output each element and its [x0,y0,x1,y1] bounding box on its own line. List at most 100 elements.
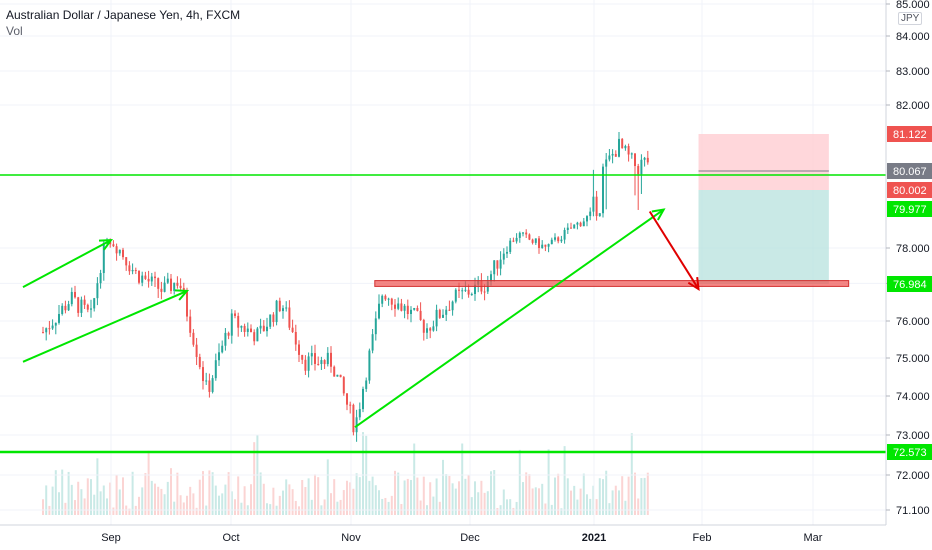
candle-body [298,344,300,355]
candle-body [141,275,144,283]
candle-body [605,159,608,167]
drawings[interactable] [0,174,886,454]
time-axis[interactable]: Sep Oct Nov Dec 2021 Feb Mar [0,524,886,544]
candle-body [573,224,576,229]
volume-bar [170,468,172,515]
resistance-price-tag-bg [887,201,932,217]
candle-body [42,332,44,334]
candle-body [208,380,211,392]
candle-body [144,275,147,279]
volume-bar [179,495,182,515]
candle-body [426,328,428,333]
take-profit-zone[interactable] [698,190,829,284]
candle-body [582,221,585,227]
volume-bar [317,477,320,515]
support-price-tag-bg [887,444,932,460]
candle-body [640,159,643,175]
trendline-arrow-1-head [98,239,114,251]
volume-bar [614,485,617,515]
volume-bar [198,479,201,515]
candle-body [557,237,560,242]
candle-body [403,305,406,311]
candle-body [544,244,547,247]
currency-badge[interactable]: JPY [898,12,923,25]
resistance-price-tag: 79.977 [893,204,927,216]
candle-body [154,276,156,279]
candle-body [499,259,502,269]
volume-bar [307,478,310,515]
candle-body [86,304,89,310]
target-price-tag-bg [887,276,932,292]
volume-bar [477,492,480,515]
candle-body [269,314,272,327]
candle-body [362,388,364,410]
candle-body [410,309,412,315]
candle-body [461,290,464,292]
volume-bar [592,485,595,515]
candle-body [118,249,121,254]
candle-body [339,374,342,378]
projection-arrow[interactable] [648,210,700,290]
volume-bar [342,490,345,515]
candle-body [384,295,387,300]
volume-bar [637,498,640,515]
volume-bar [595,499,598,515]
volume-bar [333,479,336,515]
volume-bar [442,459,444,515]
candle-body [595,196,598,217]
price-tick-label: 71.100 [896,505,930,517]
candle-body [518,232,521,238]
candle-body [406,305,409,315]
candle-body [358,409,361,418]
candle-body [502,253,505,260]
volume-bar [304,487,307,515]
candle-body [416,307,419,311]
volume-bar [630,433,633,515]
candle-body [77,297,80,313]
volume-bar [42,499,44,515]
supply-zone[interactable] [374,280,850,287]
candle-body [157,278,160,289]
volume-bar [611,490,614,515]
candle-body [442,314,444,318]
candle-body [115,246,118,254]
candle-body [528,234,531,240]
candle-body [624,146,627,149]
trendline-arrow-3[interactable] [354,208,665,429]
stop-loss-zone[interactable] [698,134,829,190]
volume-bar [147,450,150,515]
candle-body [368,350,371,381]
volume-bar [538,488,540,515]
trendline-arrow-2[interactable] [22,290,188,363]
volume-bar [560,508,563,515]
candle-body [464,289,467,291]
price-axis[interactable]: 85.00084.00083.00082.00078.00077.00076.0… [885,0,932,525]
volume-bar [451,483,454,515]
candle-body [48,328,51,330]
candle-body [451,301,454,311]
volume-bar [138,496,140,515]
volume-bar [598,478,601,515]
candle-body [304,359,307,371]
volume-bar [573,485,576,515]
volume-label[interactable]: Vol [6,24,23,38]
volume-bar [480,480,483,515]
price-tick-label: 76.000 [896,316,930,328]
candle-body [288,307,291,328]
candle-body [112,244,115,247]
candle-body [285,307,288,309]
volume-bar [64,502,67,515]
volume-bar [582,473,585,515]
trendline-arrow-1[interactable] [22,239,112,289]
volume-bar [144,473,147,515]
volume-bar [438,501,441,515]
candle-body [67,304,70,311]
candle-body [138,270,140,283]
volume-bar [298,506,300,515]
candle-body [371,334,374,351]
symbol-title[interactable]: Australian Dollar / Japanese Yen, 4h, FX… [6,8,241,22]
candle-body [291,327,294,332]
candle-body [570,227,572,229]
